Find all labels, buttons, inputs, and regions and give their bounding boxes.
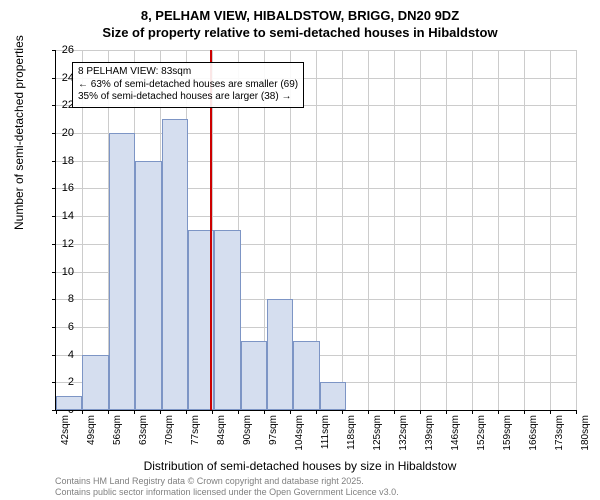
xtick-label: 97sqm [268,415,279,445]
xtick-mark [82,410,83,414]
xtick-mark [134,410,135,414]
xtick-label: 118sqm [346,415,357,450]
ytick-label: 18 [44,155,74,167]
gridline-v [550,50,551,410]
xtick-label: 132sqm [398,415,409,451]
xtick-mark [420,410,421,414]
histogram-bar [162,119,188,410]
title-line1: 8, PELHAM VIEW, HIBALDSTOW, BRIGG, DN20 … [0,8,600,25]
ytick-label: 14 [44,210,74,222]
gridline-v [420,50,421,410]
x-axis-label: Distribution of semi-detached houses by … [0,459,600,473]
xtick-label: 139sqm [424,415,435,451]
histogram-bar [56,396,82,410]
chart-title: 8, PELHAM VIEW, HIBALDSTOW, BRIGG, DN20 … [0,0,600,42]
annotation-box: 8 PELHAM VIEW: 83sqm← 63% of semi-detach… [72,62,304,108]
gridline-v [368,50,369,410]
xtick-label: 70sqm [164,415,175,445]
histogram-bar [293,341,319,410]
histogram-bar [135,161,161,410]
ytick-label: 12 [44,238,74,250]
y-axis-label: Number of semi-detached properties [12,35,26,230]
ytick-label: 22 [44,99,74,111]
ytick-label: 26 [44,44,74,56]
xtick-mark [186,410,187,414]
gridline-v [394,50,395,410]
xtick-label: 159sqm [502,415,513,451]
gridline-v [498,50,499,410]
xtick-mark [524,410,525,414]
gridline-v [446,50,447,410]
gridline-v [524,50,525,410]
histogram-bar [267,299,293,410]
footer-line2: Contains public sector information licen… [55,487,399,498]
xtick-mark [576,410,577,414]
xtick-label: 125sqm [372,415,383,451]
xtick-label: 111sqm [320,415,331,449]
ytick-label: 20 [44,127,74,139]
annotation-line: ← 63% of semi-detached houses are smalle… [78,79,298,92]
chart-area: 42sqm49sqm56sqm63sqm70sqm77sqm84sqm90sqm… [55,50,575,410]
ytick-label: 10 [44,266,74,278]
xtick-mark [368,410,369,414]
title-line2: Size of property relative to semi-detach… [0,25,600,42]
footer-line1: Contains HM Land Registry data © Crown c… [55,476,399,487]
xtick-mark [238,410,239,414]
ytick-label: 2 [44,376,74,388]
histogram-bar [109,133,135,410]
histogram-bar [82,355,108,410]
xtick-mark [472,410,473,414]
xtick-label: 49sqm [86,415,97,445]
xtick-label: 104sqm [294,415,305,451]
annotation-line: 8 PELHAM VIEW: 83sqm [78,66,298,79]
xtick-label: 77sqm [190,415,201,445]
xtick-mark [160,410,161,414]
xtick-label: 90sqm [242,415,253,445]
xtick-label: 166sqm [528,415,539,451]
ytick-label: 6 [44,321,74,333]
xtick-label: 84sqm [216,415,227,445]
plot: 42sqm49sqm56sqm63sqm70sqm77sqm84sqm90sqm… [55,50,576,411]
annotation-line: 35% of semi-detached houses are larger (… [78,91,298,104]
xtick-mark [212,410,213,414]
xtick-mark [316,410,317,414]
xtick-label: 152sqm [476,415,487,451]
ytick-label: 16 [44,182,74,194]
ytick-label: 8 [44,293,74,305]
gridline-v [576,50,577,410]
xtick-label: 56sqm [112,415,123,445]
xtick-mark [446,410,447,414]
xtick-mark [108,410,109,414]
footer-attribution: Contains HM Land Registry data © Crown c… [55,476,399,498]
xtick-mark [290,410,291,414]
histogram-bar [214,230,240,410]
xtick-mark [394,410,395,414]
xtick-label: 180sqm [580,415,591,451]
ytick-label: 4 [44,349,74,361]
xtick-label: 42sqm [60,415,71,445]
xtick-mark [264,410,265,414]
xtick-mark [498,410,499,414]
histogram-bar [241,341,267,410]
ytick-label: 24 [44,72,74,84]
xtick-label: 63sqm [138,415,149,445]
xtick-label: 173sqm [554,415,565,451]
xtick-mark [342,410,343,414]
gridline-v [342,50,343,410]
xtick-label: 146sqm [450,415,461,451]
histogram-bar [320,382,346,410]
xtick-mark [550,410,551,414]
gridline-v [472,50,473,410]
